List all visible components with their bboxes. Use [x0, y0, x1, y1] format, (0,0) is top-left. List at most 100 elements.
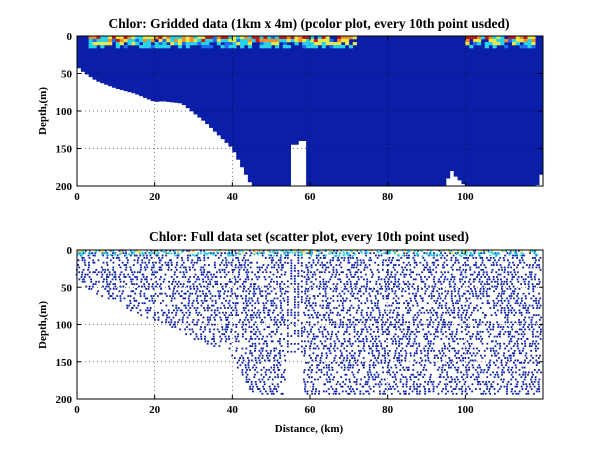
scatter-point	[344, 285, 346, 288]
scatter-point	[413, 340, 416, 343]
scatter-point	[445, 259, 448, 262]
scatter-point	[293, 322, 296, 324]
scatter-point	[335, 333, 337, 336]
scatter-point	[453, 285, 456, 288]
scatter-point	[185, 268, 188, 271]
scatter-point	[286, 350, 289, 353]
chlor-point	[521, 250, 523, 253]
scatter-point	[315, 359, 317, 362]
scatter-point	[334, 276, 337, 278]
scatter-point	[305, 361, 307, 364]
scatter-point	[265, 271, 268, 274]
scatter-point	[345, 390, 348, 393]
chlor-cell	[251, 39, 256, 43]
scatter-point	[527, 283, 530, 286]
scatter-point	[450, 266, 453, 269]
scatter-point	[354, 361, 357, 364]
scatter-point	[358, 299, 361, 302]
scatter-point	[297, 262, 300, 264]
scatter-point	[319, 357, 322, 359]
chlor-cell	[271, 39, 276, 43]
scatter-point	[446, 254, 449, 257]
scatter-point	[422, 264, 425, 266]
scatter-point	[327, 266, 330, 269]
scatter-point	[203, 254, 206, 257]
scatter-point	[408, 311, 410, 314]
scatter-point	[240, 295, 243, 297]
scatter-point	[275, 292, 277, 295]
scatter-point	[346, 276, 348, 278]
scatter-point	[372, 361, 375, 364]
scatter-point	[160, 268, 163, 271]
scatter-point	[450, 292, 453, 295]
scatter-point	[336, 380, 339, 383]
scatter-point	[188, 295, 191, 297]
scatter-point	[497, 295, 499, 297]
scatter-point	[96, 273, 99, 276]
scatter-point	[336, 371, 339, 374]
scatter-point	[509, 280, 512, 283]
scatter-point	[90, 280, 93, 283]
scatter-point	[349, 326, 352, 328]
scatter-point	[401, 271, 404, 274]
scatter-point	[139, 295, 142, 297]
scatter-point	[243, 264, 246, 266]
scatter-point	[290, 314, 293, 317]
scatter-point	[345, 359, 348, 362]
scatter-point	[402, 268, 405, 271]
scatter-point	[417, 373, 420, 376]
scatter-point	[274, 252, 277, 255]
scatter-point	[454, 349, 456, 352]
scatter-point	[281, 392, 284, 395]
scatter-point	[364, 318, 367, 321]
scatter-point	[384, 359, 387, 362]
scatter-point	[502, 380, 504, 383]
scatter-point	[538, 361, 541, 364]
scatter-point	[264, 256, 267, 259]
scatter-point	[405, 321, 407, 324]
scatter-point	[448, 338, 450, 340]
scatter-point	[326, 347, 329, 350]
chlor-cell	[352, 36, 357, 40]
scatter-point	[384, 321, 387, 324]
scatter-point	[338, 292, 341, 295]
chlor-point	[330, 251, 333, 254]
chlor-cell	[255, 39, 260, 43]
scatter-point	[369, 314, 372, 317]
scatter-point	[330, 373, 333, 376]
chlor-point	[347, 252, 350, 255]
scatter-point	[136, 271, 139, 274]
scatter-point	[234, 278, 237, 281]
water-cell	[92, 36, 97, 80]
scatter-point	[255, 316, 258, 319]
scatter-point	[527, 392, 530, 395]
scatter-point	[204, 338, 206, 340]
scatter-point	[472, 256, 475, 259]
scatter-point	[465, 371, 468, 374]
scatter-point	[430, 380, 433, 383]
scatter-point	[525, 388, 527, 390]
chlor-cell	[531, 36, 536, 40]
scatter-point	[254, 373, 256, 376]
scatter-point	[325, 378, 328, 381]
scatter-point	[391, 287, 393, 290]
scatter-point	[326, 297, 329, 300]
scatter-point	[256, 385, 258, 388]
scatter-point	[349, 273, 352, 276]
scatter-point	[323, 345, 326, 348]
scatter-point	[455, 333, 458, 336]
scatter-point	[300, 256, 303, 259]
scatter-point	[517, 392, 520, 395]
scatter-point	[266, 342, 268, 345]
scatter-point	[400, 256, 403, 259]
scatter-point	[226, 295, 229, 297]
scatter-point	[314, 390, 317, 393]
scatter-point	[378, 385, 381, 388]
chlor-cell	[123, 36, 128, 40]
scatter-point	[248, 292, 250, 295]
scatter-point	[369, 340, 372, 343]
scatter-point	[349, 280, 352, 283]
scatter-point	[405, 268, 408, 271]
water-cell	[480, 36, 486, 186]
